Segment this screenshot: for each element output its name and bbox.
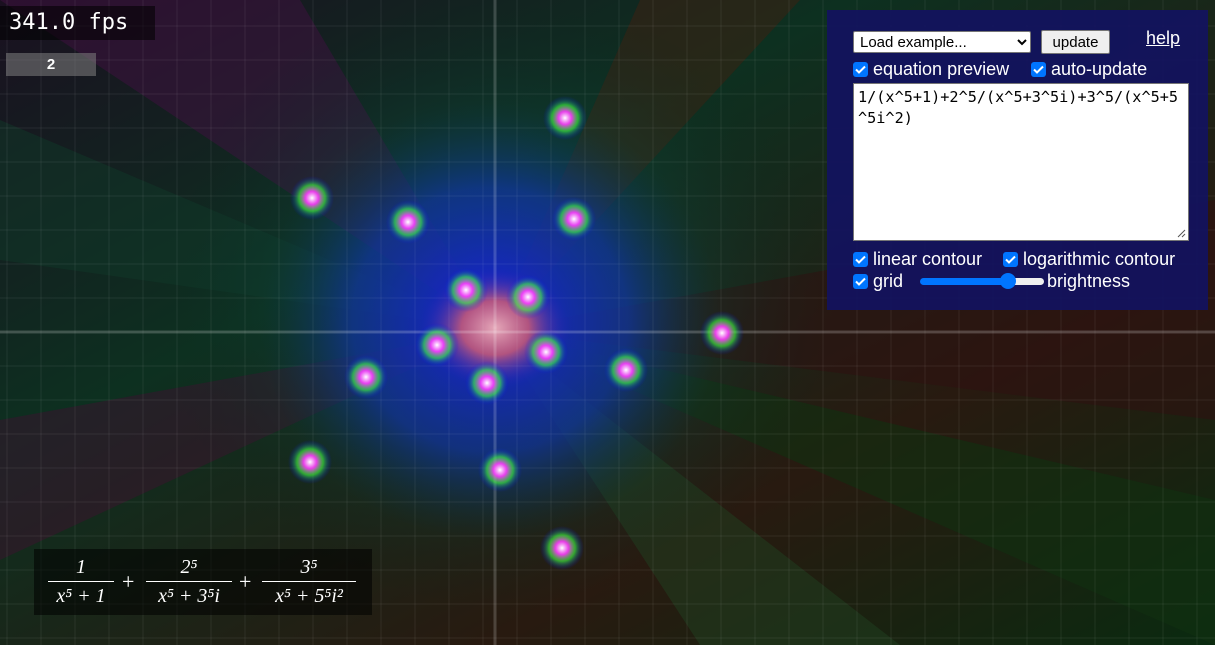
pole-highlight — [700, 311, 744, 355]
pole-highlight — [290, 176, 334, 220]
equation-preview-label: equation preview — [873, 59, 1010, 79]
load-example-select[interactable]: Load example... — [853, 31, 1031, 53]
logarithmic-contour-label: logarithmic contour — [1023, 249, 1176, 269]
formula-term-3: 3⁵ x⁵ + 5⁵i² — [262, 555, 356, 608]
slider-thumb[interactable] — [1000, 273, 1016, 289]
pole-highlight — [604, 348, 648, 392]
slider-track-filled — [920, 278, 1010, 285]
grid-checkbox[interactable] — [853, 274, 868, 289]
linear-contour-toggle[interactable]: linear contour — [853, 249, 982, 270]
resize-grip-icon[interactable] — [1177, 229, 1186, 238]
pole-highlight — [386, 200, 430, 244]
formula-plus-2: + — [239, 569, 252, 594]
pole-highlight — [552, 197, 596, 241]
brightness-label-row: brightness — [1047, 271, 1130, 292]
pole-highlight — [415, 323, 459, 367]
pole-highlight — [344, 355, 388, 399]
pole-highlight — [540, 526, 584, 570]
slider-track — [1008, 278, 1044, 285]
help-link[interactable]: help — [1146, 28, 1181, 48]
formula-term-3-numerator: 3⁵ — [300, 556, 318, 578]
equation-preview-toggle[interactable]: equation preview — [853, 59, 1009, 80]
formula-term-1: 1 x⁵ + 1 — [48, 555, 114, 608]
frame-counter-badge: 2 — [6, 53, 96, 76]
linear-contour-label: linear contour — [873, 249, 983, 269]
fps-counter: 341.0 fps — [0, 6, 155, 40]
formula-term-2-numerator: 2⁵ — [180, 556, 198, 578]
pole-highlight — [478, 448, 522, 492]
auto-update-toggle[interactable]: auto-update — [1031, 59, 1147, 80]
auto-update-checkbox[interactable] — [1031, 62, 1046, 77]
formula-term-2: 2⁵ x⁵ + 3⁵i — [146, 555, 232, 608]
equation-text: 1/(x^5+1)+2^5/(x^5+3^5i)+3^5/(x^5+5^5i^2… — [858, 88, 1179, 127]
pole-highlight — [465, 361, 509, 405]
logarithmic-contour-toggle[interactable]: logarithmic contour — [1003, 249, 1175, 270]
formula-plus-1: + — [122, 569, 135, 594]
pole-highlight — [543, 96, 587, 140]
auto-update-label: auto-update — [1051, 59, 1148, 79]
equation-textarea[interactable]: 1/(x^5+1)+2^5/(x^5+3^5i)+3^5/(x^5+5^5i^2… — [853, 83, 1189, 241]
grid-toggle[interactable]: grid — [853, 271, 903, 292]
control-panel: Load example... update help equation pre… — [827, 10, 1208, 310]
formula-term-3-denominator: x⁵ + 5⁵i² — [275, 585, 343, 607]
equation-preview: 1 x⁵ + 1 + 2⁵ x⁵ + 3⁵i + 3⁵ x⁵ + 5⁵i² — [34, 549, 372, 615]
logarithmic-contour-checkbox[interactable] — [1003, 252, 1018, 267]
linear-contour-checkbox[interactable] — [853, 252, 868, 267]
pole-highlight — [524, 330, 568, 374]
equation-preview-checkbox[interactable] — [853, 62, 868, 77]
formula-term-2-denominator: x⁵ + 3⁵i — [158, 585, 220, 607]
brightness-label: brightness — [1047, 271, 1131, 291]
update-button[interactable]: update — [1041, 30, 1110, 54]
pole-highlight — [444, 268, 488, 312]
grid-label: grid — [873, 271, 904, 291]
pole-highlight — [288, 440, 332, 484]
brightness-slider[interactable] — [920, 273, 1044, 289]
formula-term-1-numerator: 1 — [76, 556, 86, 578]
formula-term-1-denominator: x⁵ + 1 — [56, 585, 106, 607]
pole-highlight — [506, 275, 550, 319]
